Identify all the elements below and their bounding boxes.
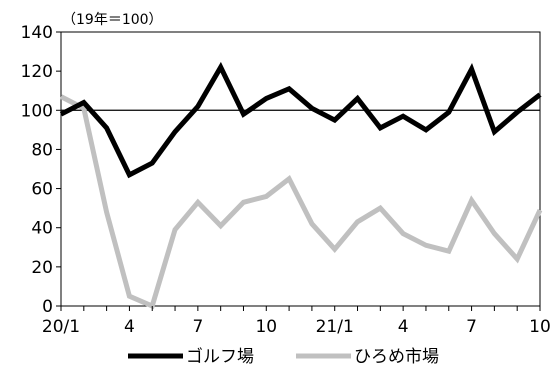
- series-line-golf: [59, 61, 542, 179]
- x-tick-label: 7: [192, 317, 203, 337]
- x-tick-label: 20/1: [42, 317, 80, 337]
- x-tick-label: 10: [255, 317, 277, 337]
- x-tick-label: 4: [124, 317, 135, 337]
- x-tick-label: 10: [529, 317, 551, 337]
- x-tick-label: 21/1: [316, 317, 354, 337]
- y-tick-label: 40: [31, 219, 53, 239]
- legend-label-golf: ゴルフ場: [186, 346, 254, 365]
- x-tick-label: 4: [398, 317, 409, 337]
- unit-note: （19年＝100）: [62, 12, 163, 28]
- y-tick-labels: 0 20 40 60 80 100 120 140: [21, 23, 61, 317]
- y-tick-label: 0: [42, 297, 53, 317]
- y-tick-label: 120: [21, 62, 53, 82]
- legend: ゴルフ場 ひろめ市場: [128, 346, 439, 365]
- y-tick-label: 80: [31, 140, 53, 160]
- y-tick-label: 140: [21, 23, 53, 43]
- y-tick-label: 60: [31, 180, 53, 200]
- x-tick-label: 7: [466, 317, 477, 337]
- plot-frame: [60, 31, 541, 307]
- legend-label-hirome: ひろめ市場: [354, 347, 439, 365]
- x-tick-labels: 20/1 4 7 10 21/1 4 7 10: [42, 306, 551, 337]
- y-tick-label: 100: [21, 101, 53, 121]
- y-tick-label: 20: [31, 258, 53, 278]
- plot-area: [59, 31, 543, 310]
- series-line-hirome: [59, 94, 543, 310]
